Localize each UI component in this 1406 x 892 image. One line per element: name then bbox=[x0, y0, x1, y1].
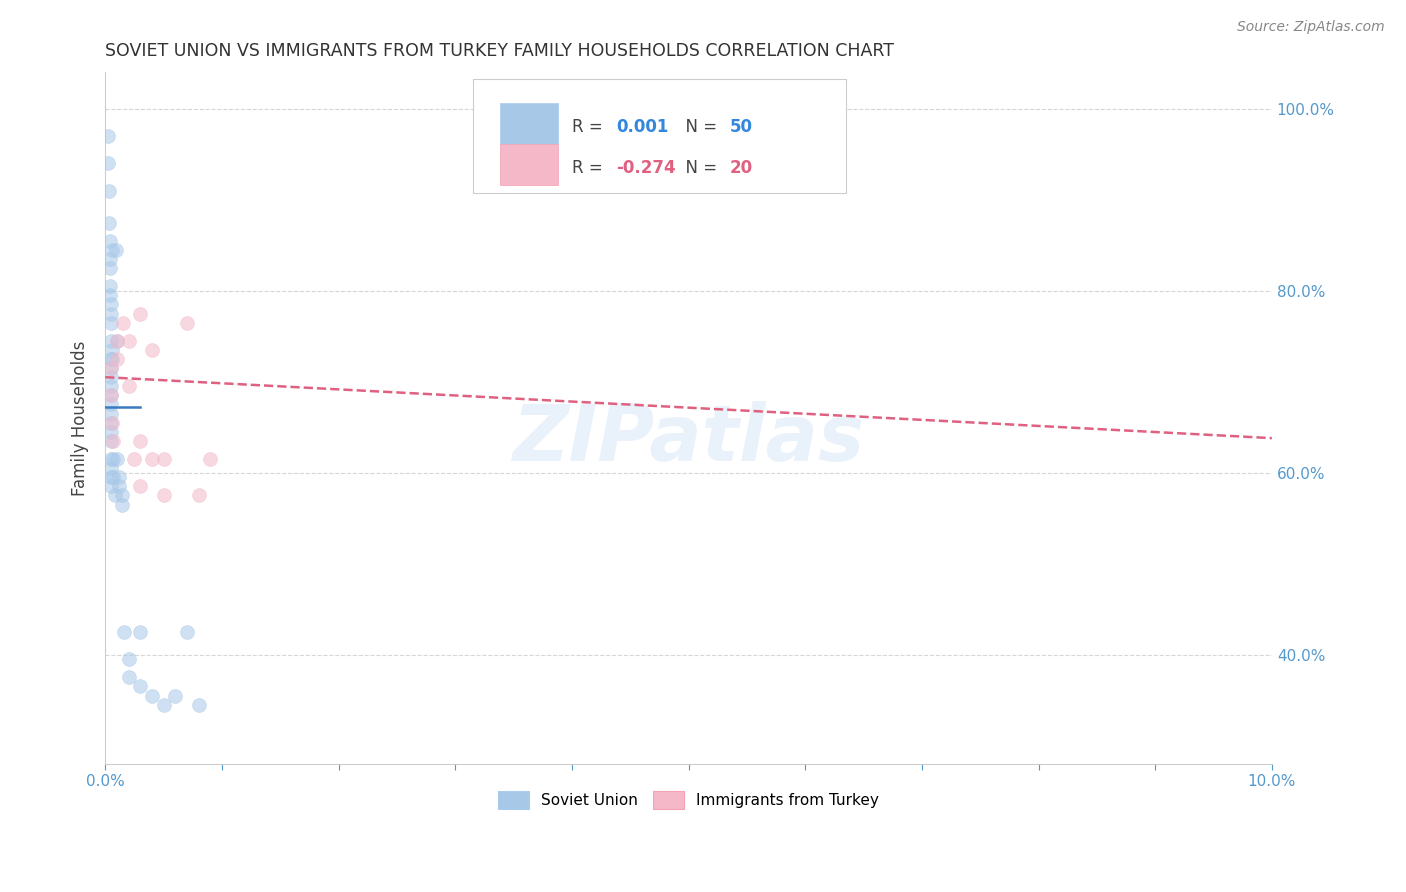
Point bbox=[100, 351, 122, 366]
Text: 0.001: 0.001 bbox=[616, 118, 669, 136]
Point bbox=[124, 452, 146, 467]
Text: SOVIET UNION VS IMMIGRANTS FROM TURKEY FAMILY HOUSEHOLDS CORRELATION CHART: SOVIET UNION VS IMMIGRANTS FROM TURKEY F… bbox=[105, 42, 894, 60]
Text: -0.274: -0.274 bbox=[616, 159, 676, 177]
Point bbox=[176, 316, 198, 330]
Point bbox=[129, 680, 152, 694]
Point bbox=[129, 306, 152, 320]
Point bbox=[98, 288, 121, 302]
Point bbox=[100, 297, 122, 311]
Text: 20: 20 bbox=[730, 159, 752, 177]
Point bbox=[129, 479, 152, 493]
Point bbox=[100, 388, 122, 402]
Point bbox=[112, 624, 135, 639]
Point bbox=[96, 156, 118, 170]
Point bbox=[100, 306, 122, 320]
Point bbox=[165, 689, 187, 703]
Point bbox=[110, 498, 132, 512]
Point bbox=[100, 407, 122, 421]
Point bbox=[117, 652, 139, 666]
Point bbox=[129, 624, 152, 639]
Point bbox=[100, 434, 122, 448]
Point bbox=[117, 379, 139, 393]
Point bbox=[101, 416, 124, 430]
Point bbox=[141, 343, 163, 357]
Point bbox=[152, 698, 174, 712]
Point bbox=[100, 388, 122, 402]
Point bbox=[117, 334, 139, 348]
Point bbox=[111, 316, 134, 330]
Point bbox=[100, 452, 122, 467]
Point bbox=[108, 479, 131, 493]
Point bbox=[100, 316, 122, 330]
Point bbox=[101, 351, 124, 366]
Text: N =: N = bbox=[675, 159, 721, 177]
Point bbox=[100, 361, 122, 376]
Point bbox=[104, 243, 127, 257]
Point bbox=[98, 279, 121, 293]
Point bbox=[103, 434, 125, 448]
FancyBboxPatch shape bbox=[472, 79, 846, 194]
Point bbox=[100, 479, 122, 493]
Point bbox=[105, 334, 128, 348]
Point bbox=[187, 488, 209, 502]
Point bbox=[100, 370, 122, 384]
Point bbox=[100, 416, 122, 430]
Point bbox=[100, 361, 122, 376]
Point bbox=[187, 698, 209, 712]
Point bbox=[110, 488, 132, 502]
Point bbox=[100, 461, 122, 475]
Point bbox=[176, 624, 198, 639]
Point bbox=[100, 470, 122, 484]
Point bbox=[117, 670, 139, 684]
Text: Source: ZipAtlas.com: Source: ZipAtlas.com bbox=[1237, 20, 1385, 34]
Point bbox=[98, 260, 121, 275]
Text: R =: R = bbox=[572, 159, 607, 177]
Text: 50: 50 bbox=[730, 118, 752, 136]
Point bbox=[103, 470, 125, 484]
Y-axis label: Family Households: Family Households bbox=[72, 341, 89, 496]
Point bbox=[141, 689, 163, 703]
Text: ZIPatlas: ZIPatlas bbox=[512, 401, 865, 477]
Point bbox=[97, 215, 120, 229]
Point bbox=[101, 343, 124, 357]
Legend: Soviet Union, Immigrants from Turkey: Soviet Union, Immigrants from Turkey bbox=[492, 785, 884, 815]
Point bbox=[100, 379, 122, 393]
Point bbox=[152, 452, 174, 467]
Point bbox=[100, 425, 122, 439]
Point bbox=[101, 243, 124, 257]
Point bbox=[108, 470, 131, 484]
Point bbox=[129, 434, 152, 448]
Point bbox=[103, 488, 125, 502]
Point bbox=[152, 488, 174, 502]
Point bbox=[103, 452, 125, 467]
Point bbox=[105, 452, 128, 467]
Point bbox=[200, 452, 222, 467]
Point bbox=[141, 452, 163, 467]
Point bbox=[97, 184, 120, 198]
Point bbox=[100, 334, 122, 348]
Point bbox=[100, 397, 122, 411]
Text: N =: N = bbox=[675, 118, 721, 136]
Point bbox=[105, 351, 128, 366]
Point bbox=[98, 252, 121, 266]
Point bbox=[98, 234, 121, 248]
FancyBboxPatch shape bbox=[499, 144, 558, 186]
FancyBboxPatch shape bbox=[499, 103, 558, 145]
Point bbox=[96, 129, 118, 144]
Text: R =: R = bbox=[572, 118, 607, 136]
Point bbox=[105, 334, 128, 348]
